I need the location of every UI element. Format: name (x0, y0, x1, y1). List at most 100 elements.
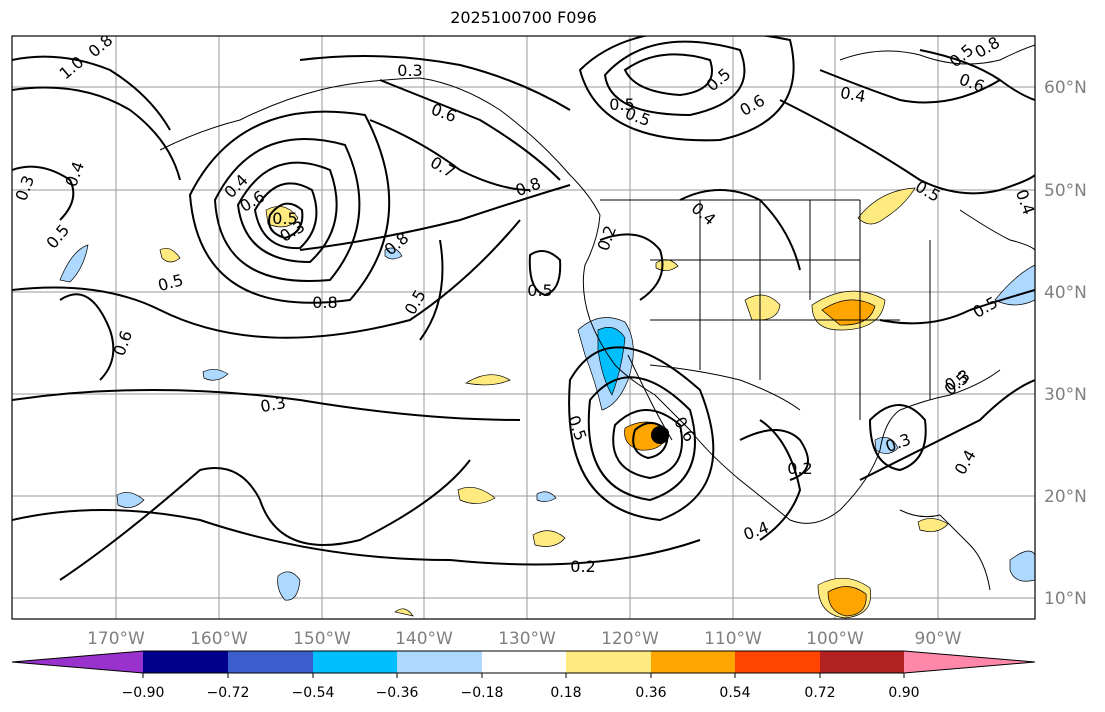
contour-label: 0.2 (594, 223, 621, 253)
colorbar-tick-label: −0.36 (376, 685, 419, 701)
shade-neg-small3 (536, 491, 557, 502)
contour-05-northeast (779, 99, 1035, 195)
lat-tick-label: 40°N (1044, 283, 1087, 303)
contour-label: 0.3 (397, 61, 422, 80)
shade-pos-bottom (394, 608, 414, 617)
contour-low-pacific-3 (236, 161, 338, 264)
lon-tick-label: 150°W (293, 629, 351, 649)
shade-pos-mexico-small (917, 518, 949, 532)
storm-center-marker (651, 426, 669, 444)
colorbar-segment (651, 651, 735, 673)
lon-tick-label: 140°W (395, 629, 453, 649)
contour-label: 0.4 (688, 198, 720, 229)
shade-neg-hawaii (277, 571, 301, 601)
colorbar-tick-label: −0.72 (207, 685, 250, 701)
contour-02-mex (739, 429, 809, 481)
colorbar-tick-label: −0.54 (292, 685, 335, 701)
latitude-ticks: 60°N 50°N 40°N 30°N 20°N 10°N (1044, 78, 1087, 609)
lon-tick-label: 160°W (190, 629, 248, 649)
contour-label: 0.8 (513, 174, 543, 201)
colorbar-segment (143, 651, 228, 673)
contour-label: 0.8 (85, 30, 117, 61)
shade-pos-rockies (744, 294, 781, 321)
contour-baja-low-3 (587, 376, 696, 502)
colorbar-tick-label: −0.18 (461, 685, 504, 701)
contour-label: 0.5 (527, 281, 552, 300)
contour-02-rockies (599, 233, 664, 301)
contour-baja-low-4 (568, 346, 715, 522)
lat-tick-label: 20°N (1044, 487, 1087, 507)
contour-label: 0.4 (62, 159, 89, 189)
lat-tick-label: 30°N (1044, 385, 1087, 405)
colorbar-tick-label: 0.90 (888, 685, 919, 701)
lon-tick-label: 100°W (806, 629, 864, 649)
lon-tick-label: 110°W (704, 629, 762, 649)
lon-tick-label: 90°W (915, 629, 962, 649)
contour-baja-low-1 (632, 422, 670, 460)
contour-06-alaska (379, 79, 561, 181)
colorbar-segment (313, 651, 397, 673)
contour-baja-low-2 (612, 409, 683, 480)
contour-02-south-2 (59, 459, 471, 581)
colorbar-segment (735, 651, 820, 673)
shade-pos-north-plains (857, 187, 916, 225)
lat-tick-label: 60°N (1044, 78, 1087, 98)
colorbar-tick-label: −0.90 (122, 685, 165, 701)
shade-neg-pacific-west (59, 244, 89, 283)
shade-neg-caribbean (1009, 550, 1035, 582)
contour-label: 0.6 (736, 91, 768, 120)
colorbar-segment (12, 651, 143, 673)
lon-tick-label: 130°W (498, 629, 556, 649)
hudson (839, 44, 1035, 65)
contour-label: 0.6 (957, 70, 987, 97)
contour-06-ne-corner (919, 49, 1035, 101)
shade-neg-gulf (874, 437, 899, 454)
map-title: 2025100700 F096 (450, 8, 597, 27)
alaska-coast (159, 77, 601, 216)
contour-label: 0.4 (741, 518, 771, 545)
contour-low-pacific-5 (188, 110, 391, 304)
contour-label: 0.7 (427, 153, 459, 182)
contour-north-high-2 (603, 40, 746, 117)
contour-label: 0.6 (429, 100, 459, 127)
shade-pos-small (159, 247, 181, 263)
east-canada (959, 209, 1035, 251)
contour-lines (12, 36, 1035, 581)
contour-label: 0.5 (401, 286, 430, 318)
shade-neg-calif-core (597, 327, 626, 396)
shade-pos-pacific-east (465, 374, 511, 386)
shade-pos-pacific-south2 (532, 530, 566, 547)
shade-pos-great-plains-core (821, 299, 876, 326)
contour-label: 0.5 (564, 413, 591, 443)
colorbar-segment (566, 651, 651, 673)
shade-pos-pacific-south (457, 487, 496, 504)
contour-04-rockies (679, 189, 801, 271)
contour-04-west (12, 165, 75, 221)
west-coast (582, 214, 791, 521)
contour-label: 0.5 (703, 64, 735, 95)
contour-label: 0.5 (969, 293, 1001, 322)
contour-04-east (759, 419, 802, 541)
shade-neg-small2 (116, 492, 145, 508)
contour-label: 0.5 (42, 221, 73, 253)
contour-label: 0.3 (12, 173, 39, 203)
contour-03-pacific (12, 389, 521, 421)
contour-north-high-3 (578, 36, 795, 142)
colorbar-segment (397, 651, 482, 673)
lon-tick-label: 170°W (87, 629, 145, 649)
colorbar-tick-label: 0.72 (804, 685, 835, 701)
colorbar: −0.90 −0.72 −0.54 −0.36 −0.18 0.18 0.36 0.54 0.7… (11, 650, 1036, 701)
shade-neg-small1 (202, 369, 229, 381)
map-frame (11, 35, 1036, 620)
colorbar-segment (228, 651, 313, 673)
contour-03-north (299, 55, 571, 111)
contour-05-pacific-mid (419, 239, 444, 341)
shade-pos-rockies2 (655, 259, 679, 271)
shade-neg-greatlakes (994, 264, 1035, 306)
contour-10-nw (12, 55, 171, 131)
contour-04-caribbean (859, 379, 1035, 481)
contour-label: 0.8 (312, 293, 337, 312)
lat-tick-label: 50°N (1044, 181, 1087, 201)
colorbar-tick-label: 0.36 (635, 685, 666, 701)
